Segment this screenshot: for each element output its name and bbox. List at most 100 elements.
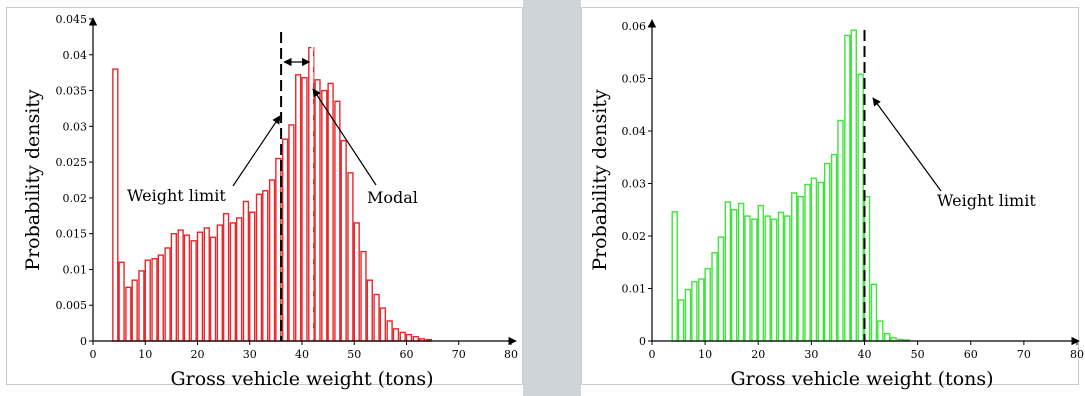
bar xyxy=(327,82,334,342)
bar xyxy=(216,224,223,342)
bar xyxy=(717,236,725,342)
x-tick-label: 40 xyxy=(295,348,309,361)
bar xyxy=(764,215,771,342)
bar xyxy=(757,204,764,342)
bar xyxy=(268,179,276,342)
bar xyxy=(691,280,698,342)
y-ticks-right: 0 0.01 0.02 0.03 0.04 0.05 0.06 xyxy=(622,20,652,348)
x-ticks-right: 0 10 20 30 40 50 60 70 80 xyxy=(649,341,1084,361)
bar xyxy=(242,200,250,342)
weight-limit-pointer-right xyxy=(872,97,942,192)
bar xyxy=(314,79,321,342)
right-panel-frame xyxy=(581,7,1079,385)
bar xyxy=(844,34,851,342)
y-axis-label-right: Probability density xyxy=(589,89,611,271)
y-tick-label: 0.035 xyxy=(56,85,88,98)
bar xyxy=(850,29,857,342)
bar xyxy=(412,336,419,342)
bar xyxy=(281,138,289,342)
x-tick-label: 60 xyxy=(400,348,414,361)
bar xyxy=(321,89,328,342)
x-tick-label: 60 xyxy=(964,348,978,361)
bar xyxy=(288,124,295,342)
x-tick-label: 40 xyxy=(858,348,872,361)
y-axis-label-left: Probability density xyxy=(22,89,44,271)
bar xyxy=(711,252,718,342)
chart-left: 0 10 20 30 40 50 60 70 80 0 0.005 0.01 0.015 0.02 0.0… xyxy=(22,13,518,390)
bar xyxy=(235,217,243,342)
bar xyxy=(405,333,413,342)
y-tick-label: 0.06 xyxy=(622,20,647,33)
bar xyxy=(112,68,119,342)
x-tick-label: 70 xyxy=(452,348,466,361)
bar xyxy=(275,157,282,342)
bar xyxy=(392,328,400,342)
bar xyxy=(797,195,804,342)
x-tick-label: 20 xyxy=(191,348,205,361)
bar xyxy=(770,218,778,342)
x-tick-label: 80 xyxy=(504,348,518,361)
y-tick-label: 0.05 xyxy=(622,73,647,86)
bar xyxy=(724,201,732,342)
x-tick-label: 80 xyxy=(1070,348,1084,361)
bar xyxy=(857,73,864,342)
bar xyxy=(347,172,354,342)
x-tick-label: 50 xyxy=(347,348,361,361)
x-tick-label: 10 xyxy=(698,348,712,361)
panel-divider xyxy=(523,0,581,396)
x-tick-label: 20 xyxy=(751,348,765,361)
bar xyxy=(837,119,844,342)
bars-right xyxy=(671,29,911,342)
bar xyxy=(170,232,178,342)
bar xyxy=(751,218,758,342)
bar xyxy=(262,190,269,342)
bar xyxy=(249,211,256,342)
bars-left xyxy=(112,46,432,342)
bar xyxy=(784,215,791,342)
y-tick-label: 0.03 xyxy=(63,120,88,133)
y-tick-label: 0.04 xyxy=(622,125,647,138)
bar xyxy=(360,250,367,342)
bar xyxy=(791,192,798,342)
bar xyxy=(118,261,125,342)
y-tick-label: 0.015 xyxy=(56,228,88,241)
modal-pointer-left xyxy=(312,88,377,186)
y-ticks-left: 0 0.005 0.01 0.015 0.02 0.025 0.03 0.035 0.04 0.0… xyxy=(56,13,93,348)
y-tick-label: 0 xyxy=(639,335,646,348)
bar xyxy=(877,320,884,342)
x-tick-label: 0 xyxy=(90,348,97,361)
x-tick-label: 70 xyxy=(1017,348,1031,361)
y-tick-label: 0.02 xyxy=(622,230,647,243)
bar xyxy=(671,211,678,342)
bar xyxy=(164,247,171,342)
bar xyxy=(255,193,263,342)
bar xyxy=(144,259,151,342)
bar xyxy=(830,153,838,342)
weight-limit-label-right: Weight limit xyxy=(937,191,1036,210)
bar xyxy=(777,211,785,342)
bar xyxy=(737,202,745,342)
bar xyxy=(301,76,308,342)
y-tick-label: 0.01 xyxy=(622,283,647,296)
bar xyxy=(157,254,164,342)
bar xyxy=(209,236,217,342)
bar xyxy=(744,215,751,342)
bar xyxy=(379,307,387,342)
y-tick-label: 0.02 xyxy=(63,192,88,205)
bar xyxy=(177,229,184,342)
bar xyxy=(151,258,158,342)
bar xyxy=(373,293,380,342)
x-axis-label-right: Gross vehicle weight (tons) xyxy=(730,368,993,390)
bar xyxy=(366,279,373,342)
x-tick-label: 0 xyxy=(649,348,656,361)
weight-limit-pointer-left xyxy=(232,115,281,187)
bar xyxy=(183,234,191,342)
bar xyxy=(730,209,738,342)
bar xyxy=(131,279,138,342)
x-tick-label: 50 xyxy=(911,348,925,361)
bar xyxy=(295,74,302,342)
y-tick-label: 0.045 xyxy=(56,13,88,26)
y-tick-label: 0.03 xyxy=(622,178,647,191)
left-panel-frame xyxy=(6,7,523,385)
